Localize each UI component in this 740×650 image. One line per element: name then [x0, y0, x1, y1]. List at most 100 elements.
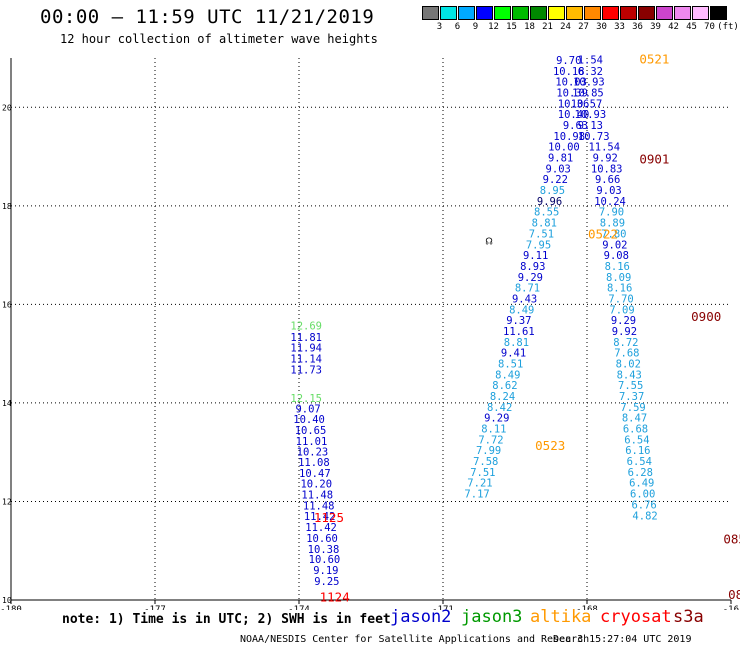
swh-value-label: 9.29: [518, 272, 543, 284]
color-swatch-label: 39: [650, 22, 661, 32]
swh-value-label: 8.62: [492, 380, 517, 392]
swh-value-label: 10.65: [295, 425, 327, 437]
swh-value-label: 7.37: [619, 391, 644, 403]
swh-value-label: 11.61: [503, 326, 535, 338]
time-label: 1124: [320, 590, 350, 605]
y-tick-label: 18: [2, 202, 12, 211]
swh-value-label: 9.29: [611, 315, 636, 327]
island-marker: ☊: [486, 234, 493, 247]
swh-value-label: 10.24: [594, 196, 626, 208]
swh-value-label: 8.81: [504, 337, 529, 349]
legend-altika: altika: [530, 607, 592, 627]
swh-value-label: 7.72: [478, 434, 503, 446]
swh-value-label: 11.08: [298, 457, 330, 469]
swh-value-label: 10.98: [553, 131, 585, 143]
swh-value-label: 6.54: [627, 456, 652, 468]
swh-value-label: 6.76: [631, 499, 656, 511]
swh-value-label: 8.24: [490, 391, 515, 403]
time-label: 1125: [314, 510, 344, 525]
color-swatch-label: 30: [596, 22, 607, 32]
swh-value-label: 10.23: [297, 447, 329, 459]
color-swatch: [692, 6, 709, 20]
swh-value-label: 6.49: [629, 478, 654, 490]
time-label: 0900: [691, 309, 721, 324]
swh-value-label: 10.03: [555, 77, 587, 89]
swh-value-label: 10.38: [308, 544, 340, 556]
swh-value-label: 6.16: [625, 445, 650, 457]
y-tick-label: 12: [2, 497, 12, 506]
x-tick-label: -168: [576, 605, 598, 610]
swh-value-label: 10.36: [558, 98, 590, 110]
swh-value-label: 6.32: [578, 66, 603, 78]
swh-value-label: 11.42: [304, 511, 336, 523]
swh-value-label: 9.08: [604, 250, 629, 262]
swh-value-label: 9.41: [501, 348, 526, 360]
color-swatch: [566, 6, 583, 20]
swh-value-label: 11.48: [301, 490, 333, 502]
color-swatch-label: 12: [488, 22, 499, 32]
swh-value-label: 9.92: [612, 326, 637, 338]
swh-value-label: 10.18: [553, 66, 585, 78]
time-label: 0859: [723, 531, 740, 546]
swh-value-label: 8.55: [534, 207, 559, 219]
swh-value-label: 8.51: [498, 358, 523, 370]
swh-value-label: 6.00: [630, 489, 655, 501]
legend-jason2: jason2: [390, 607, 452, 627]
swh-value-label: 8.81: [532, 218, 557, 230]
color-swatch: [476, 6, 493, 20]
color-swatch-label: 70: [704, 22, 715, 32]
x-tick-label: -177: [144, 605, 166, 610]
x-tick-label: -171: [432, 605, 454, 610]
swh-value-label: 9.70: [556, 55, 581, 67]
swh-value-label: 9.03: [596, 185, 621, 197]
swh-value-label: 4.82: [632, 510, 657, 522]
color-swatch: [638, 6, 655, 20]
chart-subtitle: 12 hour collection of altimeter wave hei…: [60, 32, 378, 46]
color-swatch: [548, 6, 565, 20]
swh-value-label: 9.25: [314, 576, 339, 588]
swh-value-label: 7.90: [599, 207, 624, 219]
y-tick-label: 10: [2, 596, 12, 605]
swh-value-label: 9.96: [537, 196, 562, 208]
swh-value-label: 7.59: [620, 402, 645, 414]
swh-value-label: 10.60: [306, 533, 338, 545]
color-swatch: [656, 6, 673, 20]
swh-value-label: 11.14: [290, 354, 322, 366]
swh-value-label: 9.07: [295, 403, 320, 415]
color-swatch-label: 33: [614, 22, 625, 32]
swh-value-label: 7.09: [609, 304, 634, 316]
swh-value-label: 9.22: [543, 174, 568, 186]
swh-value-label: 8.49: [509, 304, 534, 316]
swh-value-label: 11.94: [290, 343, 322, 355]
swh-value-label: 11.81: [290, 332, 322, 344]
swh-value-label: 7.68: [614, 348, 639, 360]
swh-value-label: 8.72: [613, 337, 638, 349]
swh-value-label: 10.40: [558, 109, 590, 121]
footer-credit: NOAA/NESDIS Center for Satellite Applica…: [240, 634, 590, 645]
swh-value-label: 8.42: [487, 402, 512, 414]
swh-value-label: 10.57: [571, 98, 603, 110]
color-swatch: [512, 6, 529, 20]
color-swatch-label: 3: [436, 22, 443, 32]
swh-value-label: 9.37: [506, 315, 531, 327]
color-swatch: [584, 6, 601, 20]
color-swatch: [458, 6, 475, 20]
color-swatch: [620, 6, 637, 20]
color-swatch-label: 27: [578, 22, 589, 32]
swh-value-label: 10.20: [300, 479, 332, 491]
legend-note: note: 1) Time is in UTC; 2) SWH is in fe…: [62, 612, 391, 627]
swh-value-label: 8.09: [606, 272, 631, 284]
swh-value-label: 8.89: [600, 218, 625, 230]
swh-value-label: 7.51: [529, 228, 554, 240]
swh-value-label: 10.93: [573, 77, 605, 89]
x-tick-label: -174: [288, 605, 310, 610]
time-label: 0521: [639, 51, 669, 66]
swh-value-label: 7.17: [464, 489, 489, 501]
color-swatch: [674, 6, 691, 20]
swh-value-label: 8.16: [607, 283, 632, 295]
color-swatch-label: 15: [506, 22, 517, 32]
color-swatch: [440, 6, 457, 20]
swh-value-label: 7.55: [618, 380, 643, 392]
color-swatch: [602, 6, 619, 20]
color-swatch-label: 21: [542, 22, 553, 32]
